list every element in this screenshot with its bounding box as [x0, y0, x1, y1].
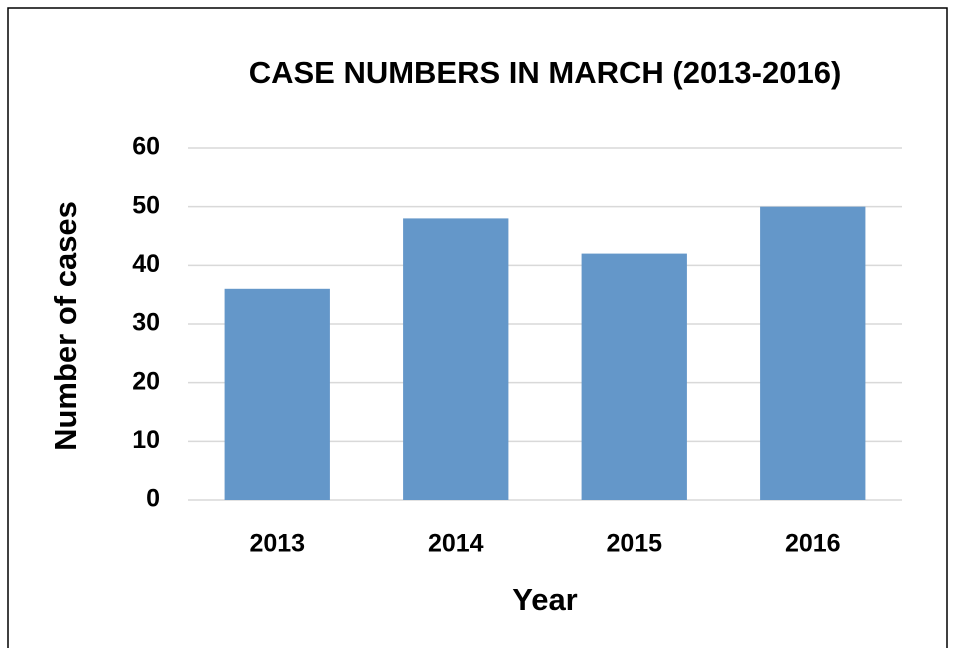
y-tick-label: 10: [132, 426, 160, 454]
y-tick-label: 40: [132, 250, 160, 278]
x-tick-label: 2014: [428, 530, 484, 558]
bar: [224, 288, 330, 500]
bar: [403, 218, 509, 500]
chart-title: CASE NUMBERS IN MARCH (2013-2016): [249, 55, 842, 90]
y-tick-label: 20: [132, 367, 160, 395]
y-tick-label: 30: [132, 309, 160, 337]
bar: [760, 206, 866, 500]
y-tick-label: 60: [132, 133, 160, 161]
y-tick-label: 50: [132, 191, 160, 219]
bar: [581, 253, 687, 500]
y-axis-title: Number of cases: [48, 201, 83, 451]
x-tick-label: 2016: [785, 530, 841, 558]
x-tick-label: 2013: [249, 530, 305, 558]
y-tick-label: 0: [146, 485, 160, 513]
x-axis-title: Year: [512, 582, 578, 617]
x-tick-label: 2015: [606, 530, 662, 558]
